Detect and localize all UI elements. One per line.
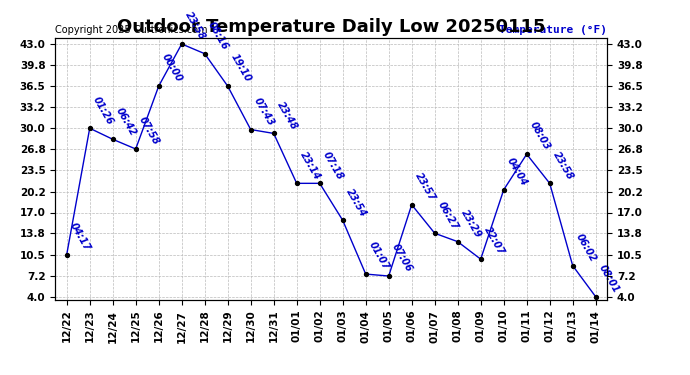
Text: 08:01: 08:01	[597, 263, 621, 295]
Point	[567, 262, 578, 268]
Text: 07:43: 07:43	[252, 96, 276, 128]
Text: 04:04: 04:04	[505, 156, 529, 188]
Point	[406, 202, 417, 208]
Text: 22:07: 22:07	[482, 225, 506, 257]
Point	[383, 273, 394, 279]
Point	[245, 126, 256, 132]
Text: 06:27: 06:27	[436, 200, 460, 231]
Text: 08:16: 08:16	[206, 20, 230, 52]
Point	[199, 51, 210, 57]
Text: 19:10: 19:10	[229, 53, 253, 84]
Point	[176, 41, 187, 47]
Point	[590, 294, 601, 300]
Text: 07:18: 07:18	[321, 150, 345, 182]
Point	[429, 230, 440, 236]
Text: 00:00: 00:00	[160, 53, 184, 84]
Text: 23:29: 23:29	[459, 208, 483, 240]
Point	[360, 271, 371, 277]
Text: Temperature (°F): Temperature (°F)	[499, 25, 607, 35]
Text: 23:54: 23:54	[344, 187, 368, 218]
Point	[107, 136, 118, 142]
Text: 07:06: 07:06	[390, 242, 414, 274]
Point	[222, 83, 233, 89]
Point	[84, 125, 95, 131]
Text: 07:58: 07:58	[137, 115, 161, 147]
Point	[544, 180, 555, 186]
Point	[153, 83, 164, 89]
Point	[61, 252, 72, 258]
Point	[130, 146, 141, 152]
Point	[521, 151, 532, 157]
Text: 01:07: 01:07	[367, 240, 391, 272]
Text: 23:48: 23:48	[275, 100, 299, 132]
Text: 06:42: 06:42	[114, 106, 138, 137]
Text: 06:02: 06:02	[574, 232, 598, 264]
Text: Copyright 2025 Curtronics.com: Copyright 2025 Curtronics.com	[55, 25, 208, 35]
Title: Outdoor Temperature Daily Low 20250115: Outdoor Temperature Daily Low 20250115	[117, 18, 546, 36]
Point	[337, 217, 348, 223]
Text: 23:58: 23:58	[551, 150, 575, 182]
Point	[452, 238, 463, 244]
Point	[498, 187, 509, 193]
Point	[291, 180, 302, 186]
Point	[314, 180, 325, 186]
Point	[475, 256, 486, 262]
Text: 04:17: 04:17	[68, 221, 92, 253]
Point	[268, 130, 279, 136]
Text: 08:03: 08:03	[528, 120, 552, 152]
Text: 01:26: 01:26	[91, 94, 115, 126]
Text: 23:57: 23:57	[413, 171, 437, 203]
Text: 23:58: 23:58	[183, 10, 207, 42]
Text: 23:14: 23:14	[298, 150, 322, 182]
